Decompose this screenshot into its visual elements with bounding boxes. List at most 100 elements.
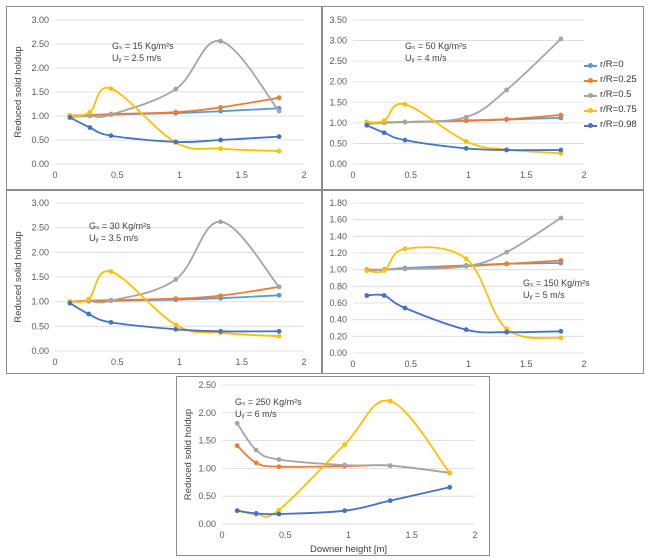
data-point bbox=[402, 266, 408, 272]
data-point bbox=[558, 147, 564, 153]
data-point bbox=[504, 147, 510, 153]
y-tick-label: 1.00 bbox=[31, 111, 49, 121]
data-point bbox=[364, 293, 370, 298]
y-tick-label: 2.50 bbox=[31, 223, 49, 233]
condition-annotation: Uᵧ = 4 m/s bbox=[405, 53, 447, 63]
x-tick-label: 2 bbox=[581, 359, 586, 369]
series-line bbox=[366, 102, 561, 155]
x-axis-title: Downer height [m] bbox=[310, 544, 387, 555]
x-tick-label: 1.5 bbox=[520, 359, 533, 369]
y-tick-label: 1.00 bbox=[31, 297, 49, 307]
y-tick-label: 1.50 bbox=[198, 436, 216, 446]
legend: r/R=0 r/R=0.25 r/R=0.5 r/R=0.75 r/R=0.98 bbox=[584, 58, 648, 133]
chart-svg: 0.00 0.20 0.40 0.60 0.80 1.00 1.20 1.40 1.60 1.80… bbox=[329, 198, 590, 369]
x-tick-label: 0.5 bbox=[279, 530, 292, 540]
chart-panel-3: 0.00 0.50 1.00 1.50 2.00 2.50 3.00 0 0.5 1 1.5 2 Red… bbox=[6, 190, 322, 374]
x-tick-label: 0.5 bbox=[404, 359, 417, 369]
y-axis-title: Reduced solid holdup bbox=[13, 46, 24, 137]
data-point bbox=[276, 292, 282, 298]
x-tick-label: 2 bbox=[301, 170, 306, 180]
y-tick-label: 3.00 bbox=[31, 15, 49, 25]
y-tick-label: 2.50 bbox=[198, 380, 216, 390]
y-tick-label: 0.80 bbox=[329, 281, 347, 291]
legend-item: r/R=0.98 bbox=[584, 118, 648, 133]
data-point bbox=[463, 327, 469, 333]
data-point bbox=[387, 398, 393, 404]
y-tick-label: 0.00 bbox=[329, 348, 347, 358]
x-tick-label: 0.5 bbox=[111, 170, 124, 180]
data-point bbox=[558, 215, 564, 221]
data-point bbox=[447, 470, 453, 476]
data-point bbox=[276, 511, 282, 517]
data-point bbox=[108, 133, 114, 139]
data-point bbox=[108, 86, 114, 92]
data-point bbox=[381, 293, 387, 298]
data-point bbox=[276, 457, 282, 462]
y-tick-label: 2.50 bbox=[31, 39, 49, 49]
x-tick-label: 2 bbox=[301, 357, 306, 367]
y-tick-label: 1.50 bbox=[329, 97, 347, 107]
condition-annotation: Gₛ = 150 Kg/m²s bbox=[523, 278, 590, 288]
y-tick-label: 0.50 bbox=[198, 491, 216, 501]
data-point bbox=[253, 447, 259, 453]
data-point bbox=[276, 507, 282, 513]
x-tick-label: 0 bbox=[52, 170, 57, 180]
x-tick-label: 1.5 bbox=[235, 357, 248, 367]
data-point bbox=[67, 115, 73, 120]
data-point bbox=[67, 300, 73, 306]
y-tick-label: 2.00 bbox=[329, 77, 347, 87]
data-point bbox=[402, 137, 408, 143]
data-point bbox=[218, 137, 223, 143]
data-point bbox=[504, 116, 510, 122]
legend-marker bbox=[588, 78, 593, 83]
data-point bbox=[558, 328, 564, 334]
series-line bbox=[366, 124, 561, 152]
data-point bbox=[504, 329, 510, 335]
y-tick-label: 0.00 bbox=[329, 159, 347, 169]
x-tick-label: 0.5 bbox=[404, 170, 417, 180]
x-tick-label: 0.5 bbox=[111, 357, 124, 367]
legend-label: r/R=0.5 bbox=[600, 89, 632, 100]
x-tick-label: 2 bbox=[581, 170, 586, 180]
x-tick-label: 1 bbox=[346, 530, 351, 540]
data-point bbox=[218, 146, 223, 152]
data-point bbox=[87, 109, 93, 115]
chart-panel-2: 0.00 0.50 1.00 1.50 2.00 2.50 3.00 3.50 0 0.5 1 1.5… bbox=[322, 6, 644, 190]
y-tick-label: 1.60 bbox=[329, 215, 347, 225]
data-point bbox=[504, 326, 510, 332]
data-point bbox=[558, 36, 564, 42]
data-point bbox=[218, 328, 223, 334]
y-tick-label: 1.80 bbox=[329, 198, 347, 208]
legend-item: r/R=0.25 bbox=[584, 73, 648, 88]
data-point bbox=[276, 284, 282, 290]
y-tick-label: 0.50 bbox=[31, 135, 49, 145]
data-point bbox=[381, 118, 387, 124]
data-point bbox=[364, 268, 370, 273]
data-point bbox=[463, 145, 469, 151]
data-point bbox=[558, 112, 564, 118]
x-tick-label: 0 bbox=[350, 170, 355, 180]
y-tick-label: 0.20 bbox=[329, 331, 347, 341]
data-point bbox=[253, 511, 259, 516]
series-line bbox=[69, 40, 280, 118]
condition-annotation: Gₛ = 250 Kg/m²s bbox=[235, 397, 302, 407]
data-point bbox=[463, 114, 469, 120]
data-point bbox=[173, 296, 179, 302]
chart-svg: 0.00 0.50 1.00 1.50 2.00 2.50 0 0.5 1 1.5 2 Reduced… bbox=[183, 380, 478, 555]
condition-annotation: Uᵧ = 5 m/s bbox=[523, 290, 565, 300]
legend-label: r/R=0.98 bbox=[600, 119, 637, 130]
y-tick-label: 0.00 bbox=[198, 519, 216, 529]
data-point bbox=[276, 333, 282, 339]
chart-panel-5: 0.00 0.50 1.00 1.50 2.00 2.50 0 0.5 1 1.5 2 Reduced… bbox=[176, 376, 490, 556]
y-tick-label: 0.50 bbox=[31, 321, 49, 331]
legend-label: r/R=0.75 bbox=[600, 104, 637, 115]
data-point bbox=[276, 134, 282, 140]
series-line bbox=[69, 116, 280, 143]
data-point bbox=[504, 87, 510, 93]
data-point bbox=[218, 219, 223, 225]
data-point bbox=[234, 420, 240, 426]
x-tick-label: 1.5 bbox=[520, 170, 533, 180]
legend-marker bbox=[588, 123, 593, 128]
x-tick-label: 1 bbox=[466, 170, 471, 180]
x-tick-label: 2 bbox=[472, 530, 477, 540]
